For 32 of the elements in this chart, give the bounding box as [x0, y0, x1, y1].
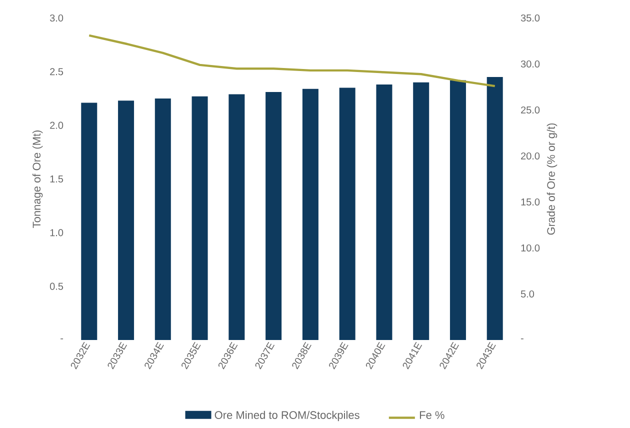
bar	[450, 80, 466, 340]
bar	[228, 94, 245, 340]
line-series	[88, 34, 496, 88]
bar	[192, 96, 208, 340]
y2-tick-label: 15.0	[521, 198, 540, 206]
bar	[486, 77, 503, 340]
y-tick-label: -	[60, 338, 64, 340]
y2-tick-label: -	[520, 338, 524, 340]
y-tick-label: 1.0	[50, 229, 64, 236]
y2-tick-label: 10.0	[521, 244, 540, 252]
bar	[118, 100, 134, 340]
y-axis-title: Tonnage of Ore (Mt)	[32, 130, 43, 228]
y-tick-label: 0.5	[50, 282, 64, 290]
bar	[81, 102, 98, 340]
y-tick-label: 1.5	[50, 176, 64, 182]
bar	[302, 88, 318, 340]
y2-tick-label: 35.0	[520, 14, 540, 22]
y-tick-label: 2.5	[50, 68, 64, 76]
legend-label: Fe %	[420, 411, 444, 419]
bar	[266, 92, 282, 340]
y2-tick-label: 5.0	[520, 290, 534, 298]
legend-label: Ore Mined to ROM/Stockpiles	[214, 410, 360, 422]
y2-tick-label: 25.0	[521, 106, 540, 114]
y2-tick-label: 20.0	[521, 152, 540, 160]
y2-tick-label: 30.0	[520, 60, 540, 68]
y2-axis-title: Grade of Ore (% or g/t)	[546, 123, 558, 235]
bar	[154, 98, 171, 340]
bar	[413, 82, 430, 340]
bar	[376, 84, 392, 340]
y-tick-label: 3.0	[50, 14, 64, 22]
y-tick-label: 2.0	[50, 122, 64, 129]
bar	[339, 88, 356, 340]
